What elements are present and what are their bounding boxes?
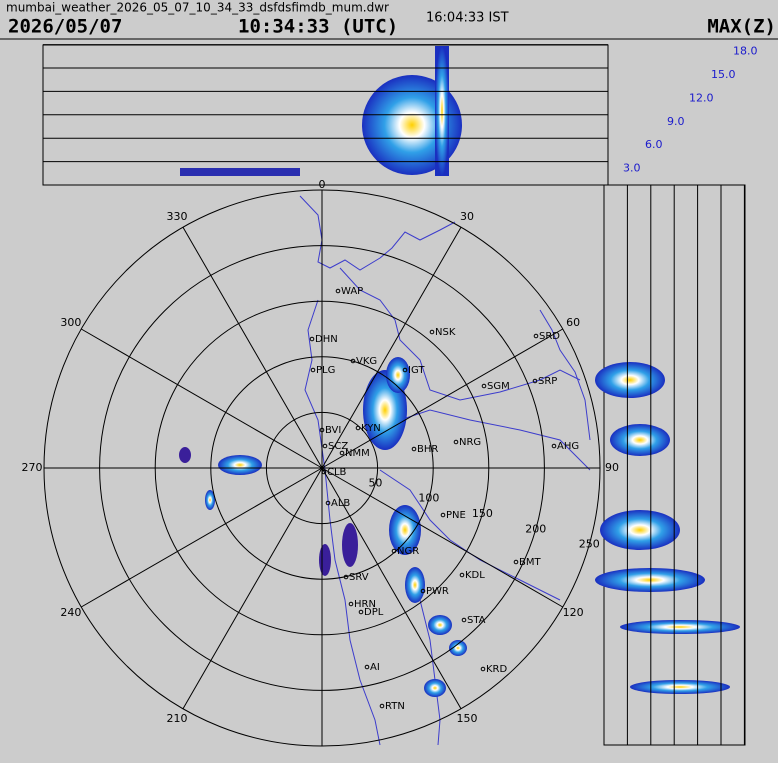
station-marker xyxy=(459,572,465,578)
station-label: AHG xyxy=(557,441,579,452)
range-ring xyxy=(154,300,490,636)
azimuth-label: 270 xyxy=(22,461,43,474)
range-ring xyxy=(210,356,434,580)
station-marker xyxy=(532,378,538,384)
azimuth-label: 210 xyxy=(167,712,188,725)
height-label: 6.0 xyxy=(645,138,663,151)
range-label: 250 xyxy=(579,538,600,551)
range-ring xyxy=(99,245,545,691)
station-marker xyxy=(309,336,315,342)
station-marker xyxy=(440,512,446,518)
azimuth-label: 300 xyxy=(60,316,81,329)
station-label: SRP xyxy=(538,376,557,387)
station-label: NRG xyxy=(459,437,481,448)
azimuth-label: 30 xyxy=(460,210,474,223)
spoke xyxy=(80,328,323,469)
echoes xyxy=(179,46,740,697)
station-marker xyxy=(310,367,316,373)
station-label: PNE xyxy=(446,510,466,521)
height-label: 3.0 xyxy=(623,162,641,175)
time-ist: 16:04:33 IST xyxy=(426,11,509,26)
azimuth-label: 240 xyxy=(60,606,81,619)
station-label: SCZ xyxy=(328,441,348,452)
spoke xyxy=(321,467,462,710)
station-label: ALB xyxy=(331,498,350,509)
station-marker xyxy=(411,446,417,452)
station-label: RTN xyxy=(385,701,405,712)
station-marker xyxy=(335,288,341,294)
spoke xyxy=(321,226,462,469)
station-marker xyxy=(551,443,557,449)
station-marker xyxy=(322,443,328,449)
time-utc: 10:34:33 (UTC) xyxy=(238,16,398,38)
station-marker xyxy=(480,666,486,672)
filename: mumbai_weather_2026_05_07_10_34_33_dsfds… xyxy=(6,1,389,15)
station-label: DPL xyxy=(364,607,384,618)
height-label: 15.0 xyxy=(711,68,736,81)
station-marker xyxy=(325,500,331,506)
range-ring xyxy=(265,411,379,525)
spoke xyxy=(321,328,564,469)
station-label: KDL xyxy=(465,570,485,581)
station-label: BHR xyxy=(417,444,438,455)
station-label: NMM xyxy=(345,448,370,459)
station-label: HRN xyxy=(354,599,376,610)
height-label: 9.0 xyxy=(667,115,685,128)
station-label: PWR xyxy=(426,586,449,597)
azimuth-label: 150 xyxy=(457,712,478,725)
station-label: KRD xyxy=(486,664,508,675)
station-marker xyxy=(420,588,426,594)
station-marker xyxy=(339,450,345,456)
range-label: 150 xyxy=(472,507,493,520)
range-ring xyxy=(43,189,601,747)
station-label: WAP xyxy=(341,286,363,297)
height-label: 12.0 xyxy=(689,91,714,104)
height-label: 18.0 xyxy=(733,45,758,58)
spoke xyxy=(321,467,564,608)
station-marker xyxy=(461,617,467,623)
station-label: SRV xyxy=(349,572,369,583)
station-marker xyxy=(513,559,519,565)
spoke xyxy=(182,467,323,710)
station-marker xyxy=(402,367,408,373)
range-label: 50 xyxy=(368,476,382,489)
station-marker xyxy=(379,703,385,709)
station-marker xyxy=(364,664,370,670)
spoke xyxy=(80,467,323,608)
station-marker xyxy=(429,329,435,335)
azimuth-label: 330 xyxy=(167,210,188,223)
spoke xyxy=(182,226,323,469)
station-label: AI xyxy=(370,662,380,673)
station-label: BMT xyxy=(519,557,541,568)
station-label: KYN xyxy=(361,423,381,434)
station-marker xyxy=(481,383,487,389)
range-label: 200 xyxy=(525,522,546,535)
station-label: PLG xyxy=(316,365,335,376)
azimuth-label: 120 xyxy=(563,606,584,619)
station-label: IGT xyxy=(408,365,425,376)
product: MAX(Z) xyxy=(707,16,776,38)
station-label: NGR xyxy=(397,546,419,557)
station-label: NSK xyxy=(435,327,456,338)
station-marker xyxy=(348,601,354,607)
azimuth-label: 90 xyxy=(605,461,619,474)
station-label: DHN xyxy=(315,334,338,345)
date: 2026/05/07 xyxy=(8,16,122,38)
station-label: BVI xyxy=(325,425,341,436)
station-label: CLB xyxy=(327,467,347,478)
azimuth-label: 60 xyxy=(566,316,580,329)
borders xyxy=(299,195,591,746)
station-label: STA xyxy=(467,615,486,626)
station-label: SGM xyxy=(487,381,510,392)
station-label: VKG xyxy=(356,356,377,367)
station-marker xyxy=(358,609,364,615)
station-marker xyxy=(533,333,539,339)
range-label: 100 xyxy=(418,492,439,505)
station-marker xyxy=(453,439,459,445)
azimuth-label: 0 xyxy=(319,178,326,191)
